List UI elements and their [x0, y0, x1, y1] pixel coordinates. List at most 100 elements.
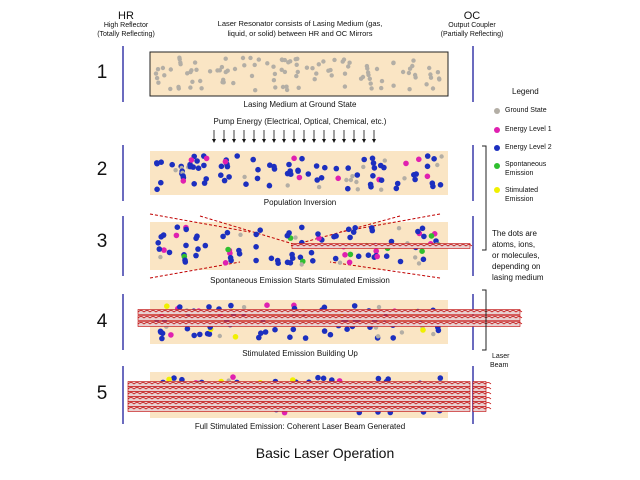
photon-beams: [127, 243, 523, 412]
particle-dot: [347, 251, 354, 258]
particle-dot: [286, 60, 291, 65]
stage-number-5: 5: [96, 383, 108, 404]
particle-dot: [202, 242, 209, 249]
particle-dot: [195, 165, 202, 171]
particle-dot: [351, 303, 358, 309]
particle-dot: [218, 172, 224, 178]
particle-dot: [253, 231, 259, 238]
particle-dot: [424, 163, 431, 170]
particle-dot: [182, 259, 189, 265]
particle-dot: [169, 161, 175, 168]
legend-label-level2: Energy Level 2: [505, 144, 552, 151]
particle-dot: [271, 166, 278, 172]
particle-dot: [154, 160, 160, 167]
particle-dot: [224, 229, 231, 236]
pump-arrowhead: [372, 139, 376, 143]
particle-dot: [366, 72, 371, 78]
particle-dot: [255, 334, 262, 341]
pump-arrowhead: [242, 139, 246, 143]
particle-dot: [379, 78, 385, 84]
pump-arrowhead: [312, 139, 316, 143]
particle-dot: [314, 71, 319, 76]
particle-dot: [419, 225, 426, 232]
particle-dot: [180, 178, 187, 184]
stage5-beam-3-wave: [127, 392, 471, 395]
particle-dot: [296, 85, 301, 91]
particle-dot: [272, 326, 278, 333]
particle-dot: [188, 157, 195, 163]
particle-dot: [155, 67, 161, 72]
particle-dot: [154, 186, 160, 193]
particle-dot: [228, 302, 234, 309]
particle-dot: [322, 164, 328, 171]
particle-dot: [258, 330, 264, 337]
particle-dot: [320, 375, 327, 382]
pump-arrowhead: [282, 139, 286, 143]
particle-dot: [230, 374, 236, 380]
legend-dot-4: [494, 163, 500, 169]
particle-dot: [228, 257, 234, 264]
stage5-beam-6-wave: [127, 407, 471, 410]
particle-dot: [376, 304, 382, 310]
particle-dot: [407, 87, 412, 92]
particle-dot: [430, 86, 436, 91]
particle-dot: [424, 173, 431, 180]
particle-dot: [158, 234, 164, 240]
particle-dot: [360, 74, 366, 80]
particle-dot: [342, 84, 348, 89]
particle-dot: [361, 156, 368, 163]
particle-dot: [285, 183, 290, 188]
hr-title: HR: [118, 10, 134, 22]
particle-dot: [289, 255, 296, 261]
particle-dot: [345, 226, 352, 233]
particle-dot: [158, 159, 164, 165]
particle-dot: [295, 69, 300, 75]
particle-dot: [156, 80, 161, 85]
particle-dot: [250, 156, 256, 163]
particle-dot: [328, 67, 333, 73]
particle-dot: [399, 330, 405, 335]
particle-dot: [378, 177, 385, 183]
bracket-bottom: [482, 289, 487, 351]
particle-dot: [377, 162, 384, 169]
particle-dot: [206, 331, 213, 337]
particle-dot: [271, 64, 276, 69]
mirror-lines: [122, 46, 474, 424]
spontaneous-ray: [289, 215, 401, 247]
stage4-beam-3-wave: [137, 322, 523, 325]
particle-dot: [159, 330, 166, 337]
note-line-4: depending on: [492, 262, 541, 271]
particle-dot: [305, 171, 312, 177]
spontaneous-ray: [149, 213, 251, 233]
particle-dot: [194, 67, 199, 73]
particle-dot: [166, 249, 173, 256]
particle-dot: [424, 153, 431, 159]
particle-dot: [177, 304, 183, 310]
particle-dot: [350, 174, 355, 179]
particle-dot: [266, 182, 273, 189]
particle-dot: [156, 246, 163, 252]
particle-dot: [316, 184, 322, 190]
particle-dot: [188, 85, 193, 90]
particle-dot: [268, 255, 275, 262]
legend-symbols: [494, 108, 500, 193]
particle-dot: [222, 260, 229, 266]
stage-caption-5: Full Stimulated Emission: Coherent Laser…: [194, 422, 406, 431]
legend-title: Legend: [512, 87, 539, 96]
particle-dot: [275, 260, 282, 267]
particle-dot: [433, 238, 439, 244]
particle-dot: [282, 69, 288, 75]
bracket-top: [482, 145, 487, 251]
pump-arrowhead: [352, 139, 356, 143]
particle-dot: [415, 228, 421, 235]
particle-dot: [284, 259, 291, 266]
particle-dot: [431, 331, 436, 337]
particle-dot: [427, 65, 432, 71]
legend-dot-1: [494, 108, 500, 114]
particle-dot: [369, 155, 376, 162]
particle-dot: [294, 62, 299, 67]
particle-dot: [397, 258, 404, 265]
particle-dot: [416, 156, 422, 163]
particle-dot: [286, 161, 292, 168]
particle-dot: [355, 253, 362, 260]
